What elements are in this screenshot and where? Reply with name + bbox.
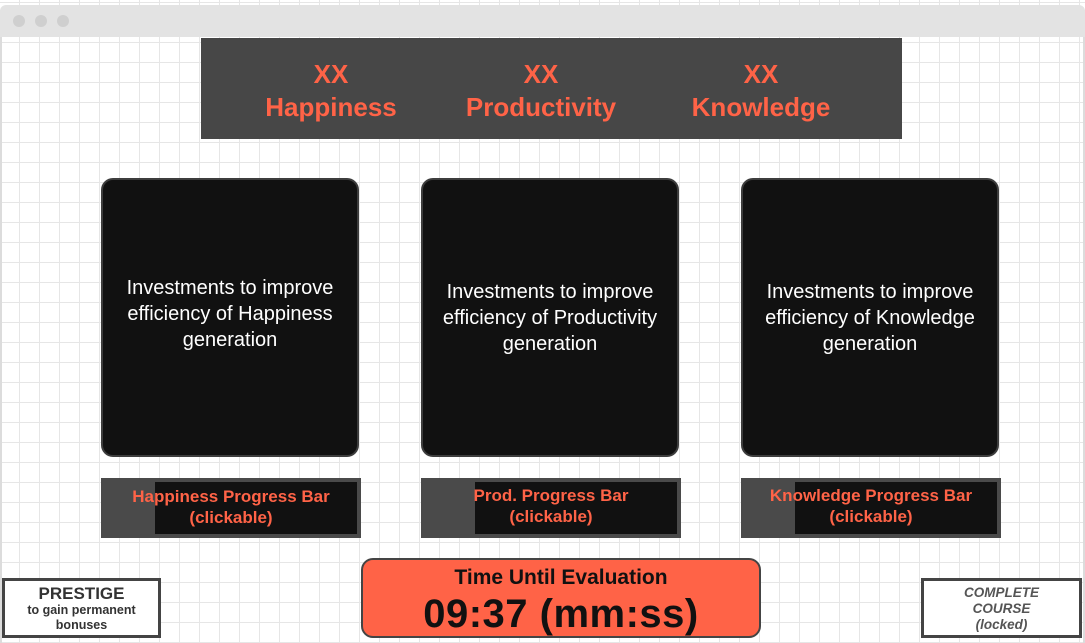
timer-label: Time Until Evaluation [454,566,668,589]
happiness-progress-bar[interactable]: Happiness Progress Bar (clickable) [101,478,361,538]
happiness-investment-text: Investments to improve efficiency of Hap… [126,277,334,351]
window-maximize-dot[interactable] [57,15,69,27]
prestige-subtitle: to gain permanent bonuses [27,603,136,632]
happiness-progress-label-line1: Happiness Progress Bar [132,487,330,506]
complete-course-line2: COURSE [972,601,1031,616]
happiness-stat: XX Happiness [211,58,451,124]
happiness-investment-card[interactable]: Investments to improve efficiency of Hap… [101,178,359,457]
knowledge-investment-card[interactable]: Investments to improve efficiency of Kno… [741,178,999,457]
evaluation-timer: Time Until Evaluation 09:37 (mm:ss) [361,558,761,638]
knowledge-progress-label: Knowledge Progress Bar (clickable) [741,485,1001,527]
happiness-stat-value: XX [313,59,349,89]
productivity-progress-label-line2: (clickable) [509,507,593,526]
complete-course-button: COMPLETE COURSE (locked) [921,578,1082,638]
timer-value: 09:37 (mm:ss) [423,592,699,636]
productivity-investment-card[interactable]: Investments to improve efficiency of Pro… [421,178,679,457]
productivity-stat: XX Productivity [421,58,661,124]
complete-course-line3: (locked) [975,617,1028,632]
productivity-stat-label: Productivity [465,92,617,122]
prestige-title: PRESTIGE [38,584,125,603]
knowledge-progress-fill [795,482,997,534]
prestige-button[interactable]: PRESTIGE to gain permanent bonuses [2,578,161,638]
productivity-progress-label: Prod. Progress Bar (clickable) [421,485,681,527]
productivity-progress-bar[interactable]: Prod. Progress Bar (clickable) [421,478,681,538]
productivity-stat-value: XX [523,59,559,89]
productivity-progress-fill [475,482,677,534]
window-minimize-dot[interactable] [35,15,47,27]
knowledge-stat-label: Knowledge [691,92,831,122]
knowledge-investment-text: Investments to improve efficiency of Kno… [765,280,975,355]
productivity-progress-label-line1: Prod. Progress Bar [473,486,629,505]
happiness-stat-label: Happiness [265,92,397,122]
knowledge-progress-bar[interactable]: Knowledge Progress Bar (clickable) [741,478,1001,538]
complete-course-line1: COMPLETE [963,585,1039,600]
window-frame-left [0,37,2,643]
knowledge-stat-value: XX [743,59,779,89]
happiness-progress-fill [155,482,357,534]
happiness-progress-label-line2: (clickable) [189,508,273,527]
happiness-progress-label: Happiness Progress Bar (clickable) [101,486,361,528]
window-close-dot[interactable] [13,15,25,27]
knowledge-progress-label-line2: (clickable) [829,507,913,526]
window-frame-right [1083,37,1085,643]
productivity-investment-text: Investments to improve efficiency of Pro… [442,280,658,355]
window-titlebar [0,5,1085,37]
knowledge-stat: XX Knowledge [641,58,881,124]
resource-stats-banner: XX Happiness XX Productivity XX Knowledg… [201,38,902,139]
knowledge-progress-label-line1: Knowledge Progress Bar [769,486,973,505]
